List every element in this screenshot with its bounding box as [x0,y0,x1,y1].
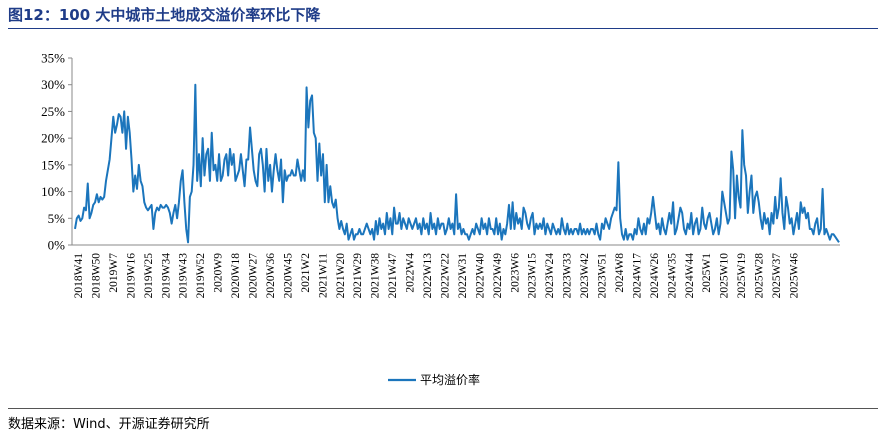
x-axis: 2018W41 2018W50 2019W7 2019W16 2019W25 2019W3… [72,244,840,299]
x-tick-label: 2023W42 [579,253,591,299]
x-tick-label: 2021W38 [370,253,382,299]
x-tick-label: 2022W49 [492,253,504,299]
x-tick-label: 2021W29 [352,253,364,299]
x-tick-label: 2019W34 [160,253,172,299]
y-tick-label: 20% [41,131,65,146]
y-tick-label: 0% [48,238,66,253]
x-tick-label: 2019W16 [125,253,137,299]
x-tick-label: 2019W43 [178,253,190,299]
y-tick-label: 30% [41,77,65,92]
x-tick-label: 2021W47 [387,253,399,299]
x-tick-label: 2025W37 [771,253,783,299]
legend-label: 平均溢价率 [420,372,480,387]
x-tick-label: 2025W46 [788,253,800,299]
x-tick-label: 2024W35 [666,253,678,299]
legend: 平均溢价率 [388,372,480,387]
y-tick-label: 10% [41,184,65,199]
x-tick-label: 2024W17 [631,253,643,299]
x-tick-label: 2020W18 [230,253,242,299]
x-tick-label: 2020W36 [265,253,277,299]
x-tick-label: 2020W27 [248,253,260,299]
title-rule [8,28,878,29]
x-tick-label: 2025W10 [719,253,731,299]
chart-title: 图12：100 大中城市土地成交溢价率环比下降 [8,6,321,24]
x-tick-label: 2020W9 [213,253,225,293]
x-tick-label: 2025W1 [701,253,713,293]
x-tick-label: 2021W20 [335,253,347,299]
x-tick-label: 2023W33 [562,253,574,299]
x-tick-label: 2022W4 [405,253,417,293]
y-axis: 0% 5% 10% 15% 20% 25% 30% 35% [41,51,73,253]
y-tick-label: 25% [41,104,65,119]
x-tick-label: 2024W44 [684,253,696,299]
x-tick-label: 2021W2 [300,253,312,293]
x-tick-label: 2025W19 [736,253,748,299]
x-tick-label: 2018W50 [90,253,102,299]
x-tick-label: 2019W7 [108,253,120,293]
x-tick-label: 2023W24 [544,253,556,299]
x-tick-label: 2022W13 [422,253,434,299]
y-tick-label: 5% [48,211,66,226]
source-rule [8,408,878,409]
x-tick-label: 2020W45 [282,253,294,299]
source-note: 数据来源：Wind、开源证券研究所 [8,417,210,432]
x-tick-label: 2023W6 [509,253,521,293]
x-tick-label: 2024W8 [614,253,626,293]
x-tick-label: 2022W40 [474,253,486,299]
x-tick-label: 2023W15 [527,253,539,299]
x-tick-label: 2025W28 [754,253,766,299]
y-tick-label: 35% [41,51,65,66]
x-tick-label: 2019W52 [195,253,207,299]
x-tick-label: 2021W11 [317,253,329,298]
x-tick-label: 2022W31 [457,253,469,299]
x-tick-label: 2024W26 [649,253,661,299]
plot-area [74,83,840,244]
x-tick-label: 2019W25 [143,253,155,299]
series-line-avg-premium [74,83,840,244]
x-tick-label: 2018W41 [73,253,85,299]
x-tick-label: 2023W51 [597,253,609,299]
x-tick-label: 2022W22 [439,253,451,299]
y-tick-label: 15% [41,157,65,172]
